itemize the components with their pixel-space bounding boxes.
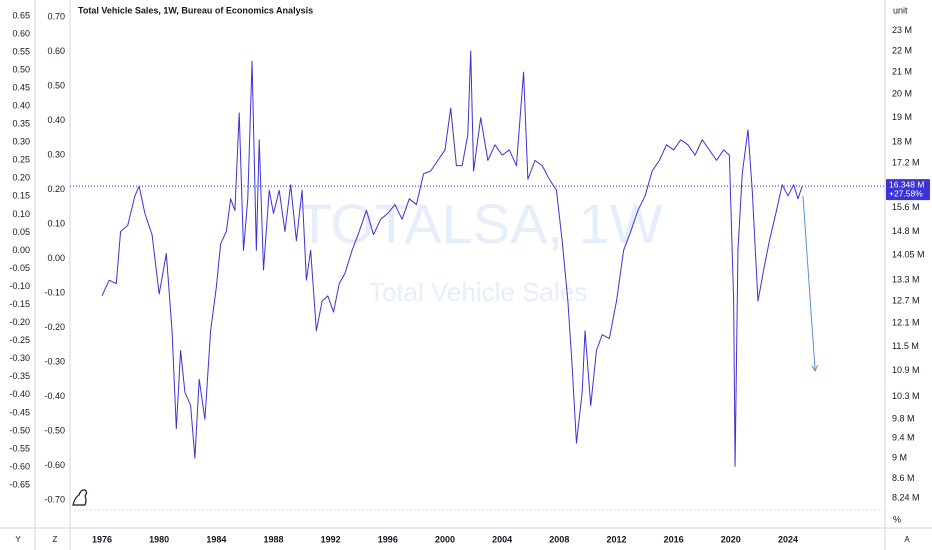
y2-tick-label: 0.25 [12,155,30,165]
x-tick-label: 2020 [721,534,741,544]
y-tick-label: 9.4 M [892,433,915,443]
x-tick-label: 2012 [606,534,626,544]
y2-tick-label: 0.05 [12,227,30,237]
watermark-subtitle: Total Vehicle Sales [369,277,587,307]
y-tick-label: 22 M [892,45,912,55]
y3-tick-label: -0.70 [44,494,65,504]
y3-tick-label: 0.50 [47,80,65,90]
y-tick-label: 14.8 M [892,226,920,236]
chart-title: Total Vehicle Sales, 1W, Bureau of Econo… [78,5,313,15]
arrow-line [802,195,816,371]
x-tick-label: 1996 [378,534,398,544]
x-tick-label: 2024 [778,534,798,544]
scale-button[interactable]: Y [15,535,21,544]
y3-tick-label: 0.30 [47,149,65,159]
y2-tick-label: 0.30 [12,137,30,147]
scale-button[interactable]: Z [53,535,58,544]
y3-tick-label: -0.10 [44,287,65,297]
y2-tick-label: 0.20 [12,173,30,183]
y2-tick-label: -0.15 [9,299,30,309]
y-tick-label: 13.3 M [892,275,920,285]
x-tick-label: 2016 [664,534,684,544]
y2-tick-label: -0.30 [9,353,30,363]
y2-tick-label: -0.20 [9,317,30,327]
y2-tick-label: -0.35 [9,371,30,381]
y2-tick-label: 0.15 [12,191,30,201]
x-tick-label: 1976 [92,534,112,544]
percent-label: % [893,514,901,524]
y2-tick-label: 0.45 [12,82,30,92]
y-tick-label: 17.2 M [892,157,920,167]
y-tick-label: 20 M [892,89,912,99]
y-tick-label: 9 M [892,452,907,462]
x-tick-label: 2008 [549,534,569,544]
y3-tick-label: -0.60 [44,460,65,470]
y2-tick-label: 0.55 [12,46,30,56]
y2-tick-label: 0.65 [12,10,30,20]
watermark: TOTALSA, 1W [297,192,662,255]
y2-tick-label: 0.35 [12,119,30,129]
x-tick-label: 1992 [321,534,341,544]
y3-tick-label: 0.60 [47,46,65,56]
y2-tick-label: -0.05 [9,263,30,273]
scale-button[interactable]: A [904,535,910,544]
y-tick-label: 10.3 M [892,391,920,401]
x-tick-label: 2000 [435,534,455,544]
y3-tick-label: -0.30 [44,356,65,366]
last-value-box [886,179,930,201]
y2-tick-label: -0.65 [9,479,30,489]
y2-tick-label: 0.10 [12,209,30,219]
x-tick-label: 1988 [263,534,283,544]
y2-tick-label: 0.50 [12,64,30,74]
y3-tick-label: 0.70 [47,11,65,21]
y-tick-label: 11.5 M [892,341,919,351]
y2-tick-label: -0.55 [9,443,30,453]
y2-tick-label: -0.45 [9,407,30,417]
y-tick-label: 8.24 M [892,493,920,503]
y-tick-label: 18 M [892,137,912,147]
y2-tick-label: -0.25 [9,335,30,345]
y2-tick-label: 0.60 [12,28,30,38]
change-label: +27.58% [889,188,923,198]
y3-tick-label: 0.10 [47,218,65,228]
y-tick-label: 12.7 M [892,296,920,306]
y-tick-label: 9.8 M [892,414,915,424]
x-tick-label: 1980 [149,534,169,544]
y-tick-label: 14.05 M [892,250,925,260]
last-value-label: 16.348 M [889,179,924,189]
y2-tick-label: -0.60 [9,461,30,471]
y-tick-label: 23 M [892,25,912,35]
y3-tick-label: -0.50 [44,425,65,435]
y-tick-label: 21 M [892,66,912,76]
y3-tick-label: 0.00 [47,253,65,263]
y3-tick-label: -0.20 [44,322,65,332]
y-tick-label: 10.9 M [892,365,920,375]
y2-tick-label: 0.40 [12,100,30,110]
y-axis-unit: unit [893,5,908,15]
y-tick-label: 8.6 M [892,473,915,483]
logo-icon [72,489,88,506]
x-tick-label: 1984 [206,534,226,544]
y2-tick-label: 0.00 [12,245,30,255]
y2-tick-label: -0.40 [9,389,30,399]
y2-tick-label: -0.10 [9,281,30,291]
y-tick-label: 12.1 M [892,318,920,328]
y3-tick-label: 0.20 [47,184,65,194]
arrow-head [811,365,819,372]
y2-tick-label: -0.50 [9,425,30,435]
x-tick-label: 2004 [492,534,512,544]
series-line [101,50,803,467]
y3-tick-label: 0.40 [47,115,65,125]
y3-tick-label: -0.40 [44,391,65,401]
y-tick-label: 15.6 M [892,202,920,212]
y-tick-label: 19 M [892,112,912,122]
